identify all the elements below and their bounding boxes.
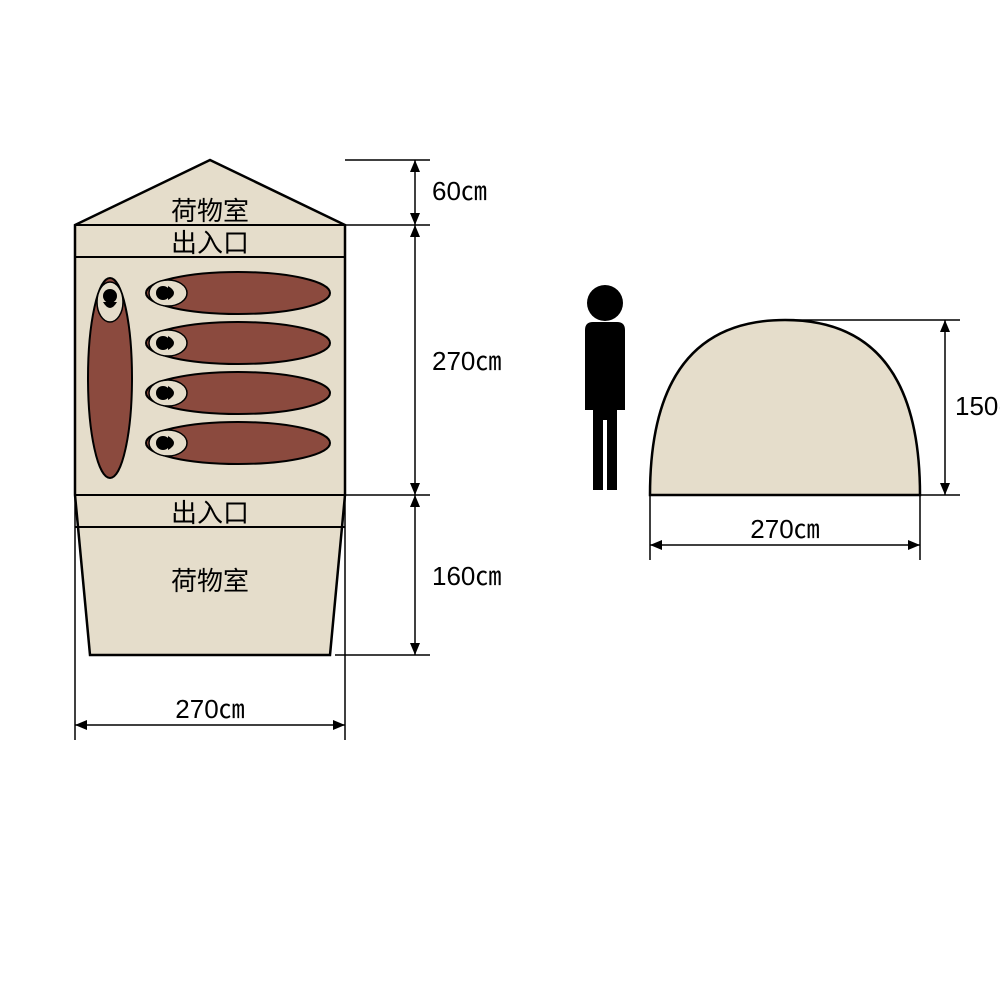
label-entrance-top: 出入口 [171, 228, 249, 258]
dome-outline [650, 320, 920, 495]
floorplan: 荷物室 出入口 出入口 荷物室 [75, 160, 501, 740]
label-entrance-bottom: 出入口 [171, 498, 249, 528]
sleeping-bag-h4 [146, 422, 330, 464]
sideview: 150㎝ 270㎝ [585, 285, 1000, 560]
sleeping-bag-vertical [88, 278, 132, 478]
sleeping-bag-h2 [146, 322, 330, 364]
label-luggage-bottom: 荷物室 [171, 566, 249, 596]
dim-vertical [335, 160, 430, 655]
dim-top-vestibule: 60㎝ [432, 176, 487, 206]
label-luggage-top: 荷物室 [171, 196, 249, 226]
dim-sidewidth-label: 270㎝ [750, 514, 819, 544]
dim-height-label: 150㎝ [955, 391, 1000, 421]
sleeping-bag-h3 [146, 372, 330, 414]
person-icon [585, 285, 625, 490]
dim-main-length: 270㎝ [432, 346, 501, 376]
dim-width-label: 270㎝ [175, 694, 244, 724]
sleeping-bag-h1 [146, 272, 330, 314]
dim-bottom-vestibule: 160㎝ [432, 561, 501, 591]
